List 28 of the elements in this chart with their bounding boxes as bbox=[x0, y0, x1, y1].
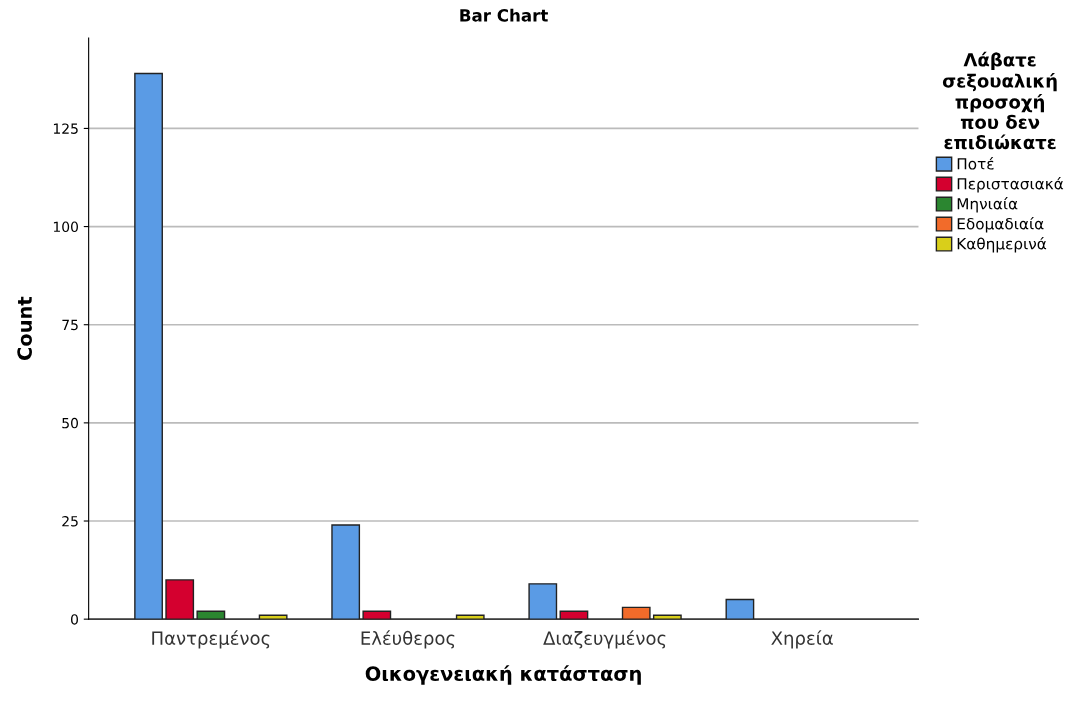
y-axis-title: Count bbox=[17, 296, 32, 360]
y-tick-label: 75 bbox=[62, 319, 78, 331]
bar bbox=[196, 610, 226, 620]
legend-label: Καθημερινά bbox=[957, 237, 1047, 253]
legend-label: Ποτέ bbox=[957, 157, 994, 170]
y-tick-label: 0 bbox=[71, 614, 78, 625]
x-tick-label: Ελέυθερος bbox=[361, 630, 455, 649]
legend-title: Λάβατε σεξουαλική προσοχή που δεν επιδιώκατε bbox=[942, 51, 1057, 150]
bar bbox=[134, 72, 163, 620]
legend-label: Εδομαδιαία bbox=[957, 217, 1044, 233]
chart-title: Bar Chart bbox=[460, 8, 548, 22]
y-tick-label: 50 bbox=[62, 417, 78, 429]
legend-label: Μηνιαία bbox=[957, 197, 1018, 213]
bar bbox=[165, 579, 195, 620]
bar bbox=[559, 610, 589, 620]
y-tick-label: 100 bbox=[53, 221, 78, 233]
y-tick-label: 125 bbox=[53, 123, 78, 134]
bar bbox=[331, 524, 361, 620]
legend-label: Περιστασιακά bbox=[957, 177, 1064, 193]
bar bbox=[362, 610, 392, 620]
y-tick-label: 25 bbox=[62, 515, 78, 527]
x-tick-label: Παντρεμένος bbox=[152, 630, 270, 649]
bar bbox=[621, 606, 651, 620]
x-tick-label: Διαζευγμένος bbox=[543, 630, 666, 649]
x-tick-label: Χηρεία bbox=[771, 630, 833, 649]
bar bbox=[725, 598, 755, 620]
bar bbox=[528, 583, 558, 620]
x-axis-title: Οικογενειακή κατάσταση bbox=[365, 665, 641, 685]
